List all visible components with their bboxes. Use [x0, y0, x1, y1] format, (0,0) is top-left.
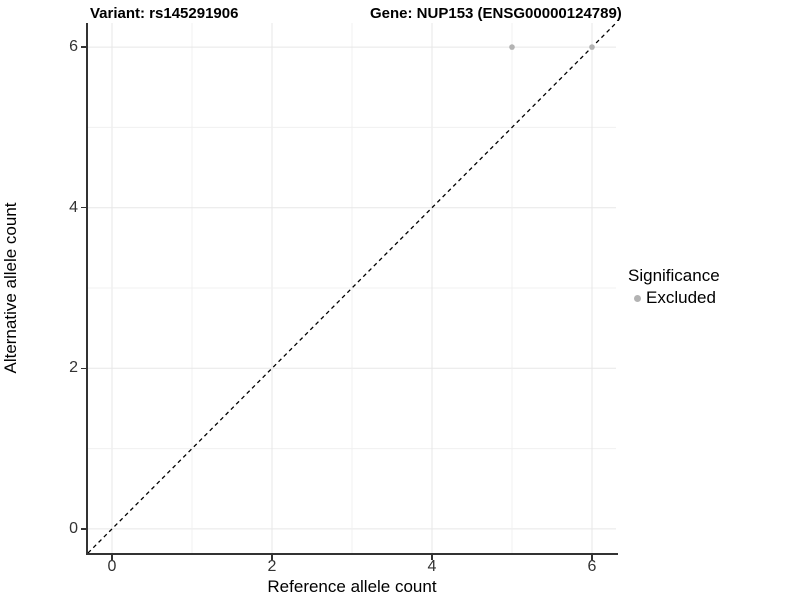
- data-point: [509, 44, 515, 50]
- plot-canvas: [88, 23, 616, 553]
- y-tick-mark: [81, 367, 86, 370]
- y-axis-title-text: Alternative allele count: [1, 202, 20, 374]
- data-point: [589, 44, 595, 50]
- y-tick-mark: [81, 46, 86, 48]
- y-tick-label: 2: [69, 359, 78, 377]
- y-tick-label: 0: [69, 519, 78, 537]
- gene-title: Gene: NUP153 (ENSG00000124789): [370, 5, 622, 22]
- y-axis-line: [86, 23, 88, 555]
- plot-panel: [88, 23, 616, 553]
- y-tick-label: 6: [69, 38, 78, 56]
- y-tick-mark: [81, 528, 86, 530]
- x-tick-mark: [591, 555, 593, 560]
- x-tick-mark: [431, 555, 433, 560]
- x-axis-line: [86, 553, 618, 555]
- x-tick-label: 2: [267, 558, 277, 575]
- x-axis-title: Reference allele count: [267, 577, 437, 596]
- x-tick-mark: [111, 555, 113, 560]
- legend-key: [628, 289, 646, 307]
- variant-title: Variant: rs145291906: [90, 5, 239, 22]
- y-tick-label: 4: [69, 198, 78, 216]
- y-tick-mark: [81, 206, 86, 209]
- x-tick-mark: [271, 555, 273, 560]
- legend-item-label: Excluded: [646, 288, 716, 307]
- legend-title: Significance: [628, 266, 720, 285]
- legend-item: Excluded: [628, 288, 720, 308]
- x-tick-label: 6: [587, 558, 597, 575]
- legend-point-icon: [633, 294, 641, 302]
- identity-line: [88, 23, 616, 553]
- legend: Significance Excluded: [628, 266, 720, 308]
- x-tick-label: 4: [427, 558, 437, 575]
- legend-items: Excluded: [628, 288, 720, 308]
- x-tick-label: 0: [107, 558, 117, 575]
